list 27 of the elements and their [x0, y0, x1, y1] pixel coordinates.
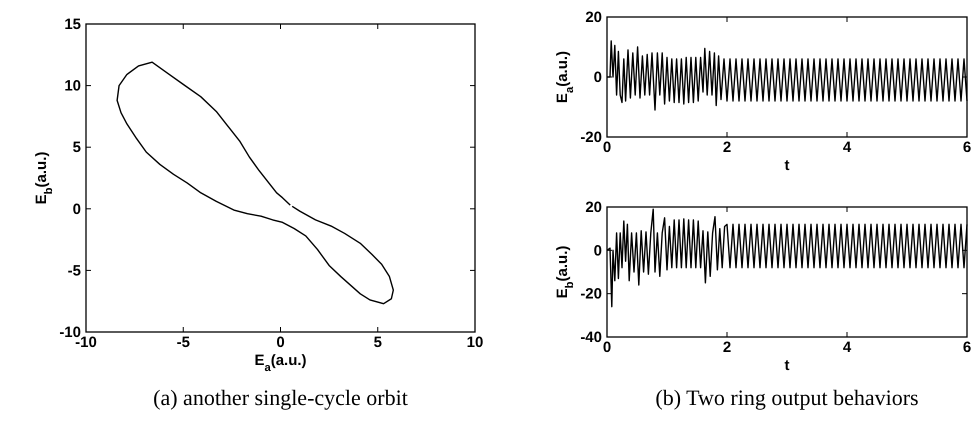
x-tick-label: 6 [962, 139, 971, 156]
y-tick-label: 20 [585, 9, 602, 26]
x-axis-title: t [784, 157, 790, 174]
line-series [116, 61, 394, 304]
text: (a) another single-cycle orbit [153, 385, 408, 410]
x-tick-label: 2 [722, 339, 732, 356]
x-tick-label: 5 [374, 334, 382, 351]
y-tick-label: 0 [594, 69, 602, 86]
text: (b) Two ring output behaviors [655, 385, 919, 410]
y-tick-label: 10 [64, 78, 81, 95]
x-tick-label: 2 [722, 139, 732, 156]
x-tick-label: -5 [176, 334, 190, 351]
y-tick-label: -40 [580, 329, 602, 346]
x-axis-title: E$_{a}$(a.u.) [254, 352, 307, 374]
y-tick-label: -20 [580, 286, 602, 303]
y-tick-label: 15 [64, 16, 81, 33]
y-tick-label: -5 [68, 262, 81, 280]
x-tick-label: 0 [276, 334, 285, 351]
y-tick-label: -20 [580, 129, 602, 146]
x-tick-label: 10 [466, 334, 484, 351]
y-tick-label: 0 [72, 200, 81, 218]
x-tick-label: 4 [842, 139, 852, 156]
y-tick-label: 0 [594, 242, 602, 260]
y-tick-label: 20 [585, 199, 602, 216]
x-tick-label: 4 [842, 339, 852, 356]
x-axis-title: t [784, 357, 790, 374]
x-tick-label: 6 [962, 339, 971, 356]
